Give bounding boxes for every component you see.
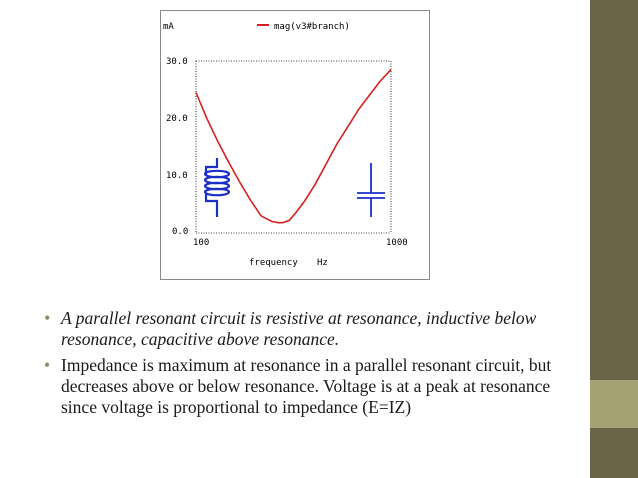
resonance-chart: mA mag(v3#branch) 30.0 20.0 10.0 0.0 100… <box>163 22 408 268</box>
sidebar-accent-block <box>590 380 638 428</box>
x-axis-label: frequency <box>249 258 298 268</box>
y-tick-label: 10.0 <box>166 171 188 181</box>
chart-frame: mA mag(v3#branch) 30.0 20.0 10.0 0.0 100… <box>160 10 430 280</box>
x-tick-label: 100 <box>193 238 209 248</box>
y-tick-label: 20.0 <box>166 114 188 124</box>
bullet-item-resonance-behavior: A parallel resonant circuit is resistive… <box>44 308 564 350</box>
series-line-mag-v3-branch <box>195 69 392 224</box>
x-tick-label: 1000 <box>386 238 408 248</box>
bullet-item-impedance: Impedance is maximum at resonance in a p… <box>44 355 564 418</box>
capacitor-icon <box>357 163 385 217</box>
x-unit-label: Hz <box>317 258 328 268</box>
bullet-list: A parallel resonant circuit is resistive… <box>44 308 564 423</box>
inductor-coil-icon <box>203 158 231 217</box>
y-tick-label: 30.0 <box>166 57 188 67</box>
legend-entry: mag(v3#branch) <box>274 22 350 32</box>
y-unit-label: mA <box>163 22 174 32</box>
y-tick-label: 0.0 <box>172 227 188 237</box>
